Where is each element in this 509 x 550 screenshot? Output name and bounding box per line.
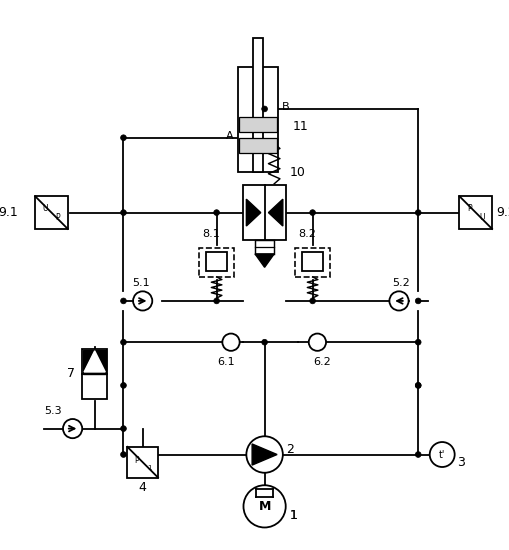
Text: 5.1: 5.1 bbox=[132, 278, 149, 288]
Polygon shape bbox=[251, 444, 276, 465]
Circle shape bbox=[261, 106, 267, 112]
Polygon shape bbox=[254, 254, 274, 267]
Polygon shape bbox=[246, 199, 260, 226]
Circle shape bbox=[133, 292, 152, 311]
Circle shape bbox=[243, 485, 285, 527]
Circle shape bbox=[246, 436, 282, 473]
Circle shape bbox=[213, 210, 219, 216]
Bar bbox=[295, 248, 329, 277]
Text: 9.2: 9.2 bbox=[495, 206, 509, 219]
Text: 3: 3 bbox=[456, 456, 464, 469]
Text: 5.3: 5.3 bbox=[44, 406, 62, 416]
Text: 9.1: 9.1 bbox=[0, 206, 18, 219]
Circle shape bbox=[429, 442, 454, 467]
Text: 4: 4 bbox=[138, 481, 146, 494]
Polygon shape bbox=[83, 350, 106, 374]
Bar bbox=[252, 38, 262, 172]
Circle shape bbox=[309, 210, 315, 216]
Text: A: A bbox=[226, 131, 234, 141]
Text: 2: 2 bbox=[285, 443, 293, 456]
Text: P: P bbox=[467, 204, 471, 213]
Text: P: P bbox=[134, 456, 139, 465]
Text: M: M bbox=[258, 500, 270, 513]
Bar bbox=[238, 117, 276, 132]
Bar bbox=[35, 196, 68, 229]
Bar bbox=[82, 349, 107, 399]
Circle shape bbox=[120, 339, 126, 345]
Circle shape bbox=[414, 210, 420, 216]
Bar bbox=[199, 248, 234, 277]
Text: 1: 1 bbox=[147, 465, 151, 471]
Circle shape bbox=[120, 135, 126, 141]
Text: P: P bbox=[55, 213, 60, 222]
Bar bbox=[301, 252, 323, 271]
Circle shape bbox=[414, 382, 420, 388]
Circle shape bbox=[213, 298, 219, 304]
Bar bbox=[127, 447, 158, 477]
Text: B: B bbox=[281, 102, 289, 112]
Text: 7: 7 bbox=[66, 367, 74, 381]
Circle shape bbox=[120, 452, 126, 458]
Circle shape bbox=[389, 292, 408, 311]
Circle shape bbox=[414, 298, 420, 304]
Circle shape bbox=[120, 298, 126, 304]
Circle shape bbox=[414, 339, 420, 345]
Circle shape bbox=[414, 382, 420, 388]
Text: U: U bbox=[42, 204, 47, 213]
Text: 5.2: 5.2 bbox=[391, 278, 409, 288]
Text: 1: 1 bbox=[289, 509, 297, 522]
Bar bbox=[206, 252, 227, 271]
Text: 10: 10 bbox=[289, 166, 305, 179]
Circle shape bbox=[309, 298, 315, 304]
Bar bbox=[459, 196, 491, 229]
Bar bbox=[254, 240, 274, 254]
Circle shape bbox=[308, 333, 325, 351]
Circle shape bbox=[120, 210, 126, 216]
Polygon shape bbox=[268, 199, 282, 226]
Circle shape bbox=[414, 452, 420, 458]
Circle shape bbox=[120, 382, 126, 388]
Text: 8.2: 8.2 bbox=[297, 228, 315, 239]
Circle shape bbox=[120, 426, 126, 432]
Bar bbox=[238, 138, 276, 153]
Text: t': t' bbox=[438, 449, 444, 459]
Circle shape bbox=[63, 419, 82, 438]
Text: U: U bbox=[479, 213, 485, 222]
Polygon shape bbox=[84, 351, 105, 372]
Text: 6.1: 6.1 bbox=[217, 356, 235, 367]
Text: 6.2: 6.2 bbox=[313, 356, 330, 367]
Bar bbox=[243, 185, 285, 240]
Circle shape bbox=[222, 333, 239, 351]
Text: 8.1: 8.1 bbox=[202, 228, 219, 239]
Text: 1: 1 bbox=[289, 509, 297, 522]
Circle shape bbox=[261, 339, 267, 345]
Text: 11: 11 bbox=[292, 120, 307, 133]
Bar bbox=[237, 67, 277, 172]
